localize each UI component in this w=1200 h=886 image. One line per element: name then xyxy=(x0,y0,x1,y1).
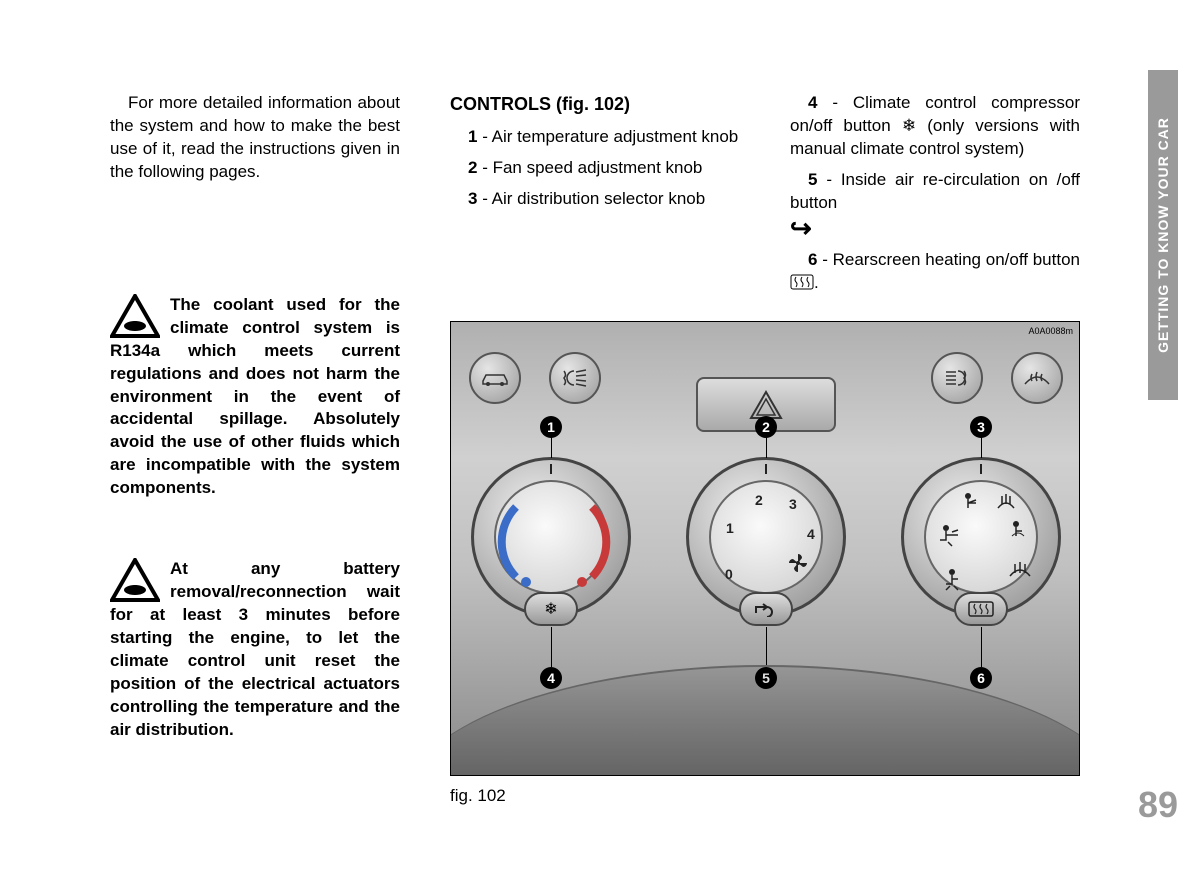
item-text: - Fan speed adjustment knob xyxy=(477,158,702,177)
leader-line xyxy=(766,627,767,667)
control-item-5: 5 - Inside air re-circulation on /off bu… xyxy=(790,169,1080,215)
warning-coolant: The coolant used for the climate control… xyxy=(110,294,400,500)
figure-102: A0A0088m xyxy=(450,321,1080,776)
control-item-6: 6 - Rearscreen heating on/off button . xyxy=(790,249,1080,295)
leader-line xyxy=(551,627,552,667)
dial-tick xyxy=(980,464,982,474)
recirculation-icon: ↪ xyxy=(790,215,1080,241)
recirculation-icon xyxy=(753,601,779,617)
figure-caption: fig. 102 xyxy=(450,786,506,806)
fan-number-3: 3 xyxy=(789,496,797,512)
control-item-3: 3 - Air distribution selector knob xyxy=(450,188,740,211)
leader-line xyxy=(981,627,982,667)
warning-battery: At any battery removal/reconnection wait… xyxy=(110,558,400,742)
snowflake-icon: ❄ xyxy=(544,599,557,619)
section-tab-label: GETTING TO KNOW YOUR CAR xyxy=(1155,117,1171,353)
car-outline-icon xyxy=(480,369,510,387)
top-button-row xyxy=(451,352,1079,412)
intro-paragraph: For more detailed information about the … xyxy=(110,92,400,184)
air-distribution-dial xyxy=(901,457,1061,617)
fan-number-2: 2 xyxy=(755,492,763,508)
rear-fog-icon xyxy=(942,367,972,389)
fan-speed-dial: 0 1 2 3 4 xyxy=(686,457,846,617)
callout-3: 3 xyxy=(970,416,992,438)
column-3: 4 - Climate control compressor on/off bu… xyxy=(790,92,1080,295)
control-item-4: 4 - Climate control compressor on/off bu… xyxy=(790,92,1080,161)
column-2: CONTROLS (fig. 102) 1 - Air temperature … xyxy=(450,92,740,211)
callout-1: 1 xyxy=(540,416,562,438)
air-distribution-icons xyxy=(926,482,1042,598)
top-button-car-outline xyxy=(469,352,521,404)
control-item-1: 1 - Air temperature adjustment knob xyxy=(450,126,740,149)
temperature-dial: ❄ xyxy=(471,457,631,617)
dial-tick xyxy=(550,464,552,474)
controls-heading: CONTROLS (fig. 102) xyxy=(450,92,740,116)
top-button-defrost xyxy=(1011,352,1063,404)
page-content: For more detailed information about the … xyxy=(110,70,1080,820)
dial-face xyxy=(494,480,608,594)
warning-triangle-icon xyxy=(110,558,160,602)
fan-number-0: 0 xyxy=(725,566,733,582)
top-button-front-fog xyxy=(549,352,601,404)
front-fog-icon xyxy=(560,367,590,389)
dial-face: 0 1 2 3 4 xyxy=(709,480,823,594)
item-text: - Rearscreen heating on/off button xyxy=(817,250,1080,269)
fan-number-4: 4 xyxy=(807,526,815,542)
item-text: - Air distribution selector knob xyxy=(477,189,705,208)
column-1: For more detailed information about the … xyxy=(110,92,400,742)
warning-triangle-icon xyxy=(110,294,160,338)
dial-face xyxy=(924,480,1038,594)
callout-4: 4 xyxy=(540,667,562,689)
control-item-2: 2 - Fan speed adjustment knob xyxy=(450,157,740,180)
rearscreen-heat-button xyxy=(954,592,1008,626)
compressor-button: ❄ xyxy=(524,592,578,626)
item-text: - Climate control compressor on/off butt… xyxy=(790,93,1080,158)
section-tab: GETTING TO KNOW YOUR CAR xyxy=(1148,70,1178,400)
recirculation-button xyxy=(739,592,793,626)
defrost-icon xyxy=(1022,368,1052,388)
item-text: - Air temperature adjustment knob xyxy=(477,127,738,146)
figure-reference-code: A0A0088m xyxy=(1028,326,1073,336)
fan-number-1: 1 xyxy=(726,520,734,536)
temperature-arc-icon xyxy=(496,482,612,598)
dial-tick xyxy=(765,464,767,474)
rearscreen-heat-icon xyxy=(968,601,994,617)
page-number: 89 xyxy=(1138,784,1178,826)
callout-6: 6 xyxy=(970,667,992,689)
item-text-tail: . xyxy=(814,273,819,292)
rearscreen-heat-icon xyxy=(790,274,814,290)
top-button-rear-fog xyxy=(931,352,983,404)
fan-icon xyxy=(787,552,809,574)
item-text: - Inside air re-circulation on /off butt… xyxy=(790,170,1080,212)
callout-2: 2 xyxy=(755,416,777,438)
